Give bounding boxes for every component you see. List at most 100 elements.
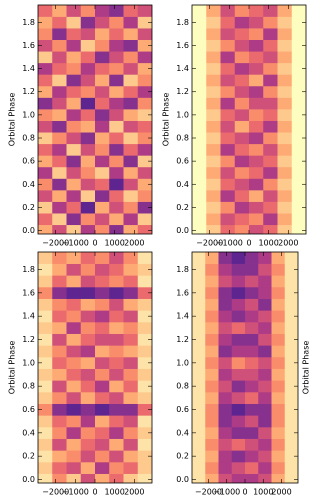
heatmap-cell [271,392,286,404]
heatmap-cell [38,5,53,17]
y-tick-label: 0.8 [22,382,35,391]
heatmap-cell [137,392,152,404]
heatmap-cell [66,333,82,346]
heatmap-cell [263,178,278,191]
heatmap-cell [271,357,286,369]
heatmap-cell [291,16,306,29]
heatmap-cell [291,5,306,17]
heatmap-cell [137,310,152,323]
heatmap-cell [271,252,286,264]
heatmap-cell [95,403,110,416]
heatmap-cell [192,143,207,156]
y-tick-label: 1.8 [176,18,189,27]
heatmap-cell [192,438,206,451]
heatmap-cell [231,473,246,483]
heatmap-cell [52,155,67,168]
heatmap-cell [80,287,96,299]
heatmap-cell [291,74,306,87]
y-tick-label: 0.2 [22,203,35,212]
heatmap-cell [192,298,206,311]
heatmap-cell [137,155,152,168]
y-tick-label: 1.4 [22,312,35,321]
heatmap-cell [234,143,250,156]
heatmap-cell [123,368,139,381]
heatmap-cell [38,166,53,179]
heatmap-cell [291,62,306,75]
heatmap-cell [109,74,124,87]
heatmap-cell [38,190,53,202]
heatmap-cell [123,5,139,17]
heatmap-cell [234,120,250,133]
heatmap-cell [245,333,259,346]
heatmap-cell [220,132,236,145]
heatmap-cell [95,298,110,311]
heatmap-cell [95,132,110,145]
heatmap-cell [66,275,82,288]
y-tick-label: 1.2 [176,335,189,344]
heatmap-cell [95,62,110,75]
heatmap-cell [38,333,53,346]
y-tick-label: 1.0 [176,110,189,119]
heatmap-cell [80,473,96,483]
heatmap-cell [205,333,219,346]
heatmap-cell [95,252,110,264]
heatmap-cell [218,403,233,416]
heatmap-cell [271,403,286,416]
heatmap-cell [263,16,278,29]
heatmap-cell [231,252,246,264]
heatmap-cell [80,120,96,133]
heatmap-cell [205,427,219,439]
heatmap-cell [95,51,110,64]
heatmap-cell [137,403,152,416]
heatmap-cell [52,109,67,121]
x-tick-label: −2000 [42,239,69,248]
heatmap-cell [231,333,246,346]
heatmap-cell [137,275,152,288]
heatmap-cell [220,120,236,133]
heatmap-cell [52,427,67,439]
heatmap-cell [258,438,272,451]
heatmap-cell [38,109,53,121]
heatmap-cell [231,322,246,334]
heatmap-cell [220,213,236,226]
heatmap-cell [231,462,246,474]
heatmap-cell [218,333,233,346]
heatmap-cell [95,427,110,439]
heatmap-cell [52,62,67,75]
heatmap-cell [137,178,152,191]
heatmap-cell [137,415,152,428]
heatmap-cell [271,345,286,358]
heatmap-cell [249,143,264,156]
heatmap-cell [271,415,286,428]
heatmap-cell [123,345,139,358]
heatmap-cell [52,333,67,346]
heatmap-cell [249,39,264,52]
heatmap-cell [38,16,53,29]
heatmap-cell [277,5,293,17]
y-tick-label: 0.4 [22,428,35,437]
heatmap-cell [123,310,139,323]
heatmap-cell [192,5,207,17]
heatmap-cell [66,427,82,439]
heatmap-cell [234,16,250,29]
heatmap-cell [123,62,139,75]
x-tick-label: 1000 [104,488,124,497]
heatmap-cell [258,403,272,416]
heatmap-cell [220,178,236,191]
heatmap-cell [218,287,233,299]
heatmap-cell [52,143,67,156]
heatmap-cell [245,310,259,323]
heatmap-cell [80,62,96,75]
heatmap-cell [66,368,82,381]
heatmap-cell [218,462,233,474]
heatmap-cell [123,263,139,276]
heatmap-cell [137,333,152,346]
heatmap-cell [192,190,207,202]
heatmap-cell [109,252,124,264]
heatmap-cell [218,380,233,393]
heatmap-cell [206,201,221,214]
y-tick-label: 0.2 [176,452,189,461]
heatmap-cell [137,322,152,334]
heatmap-cell [123,143,139,156]
